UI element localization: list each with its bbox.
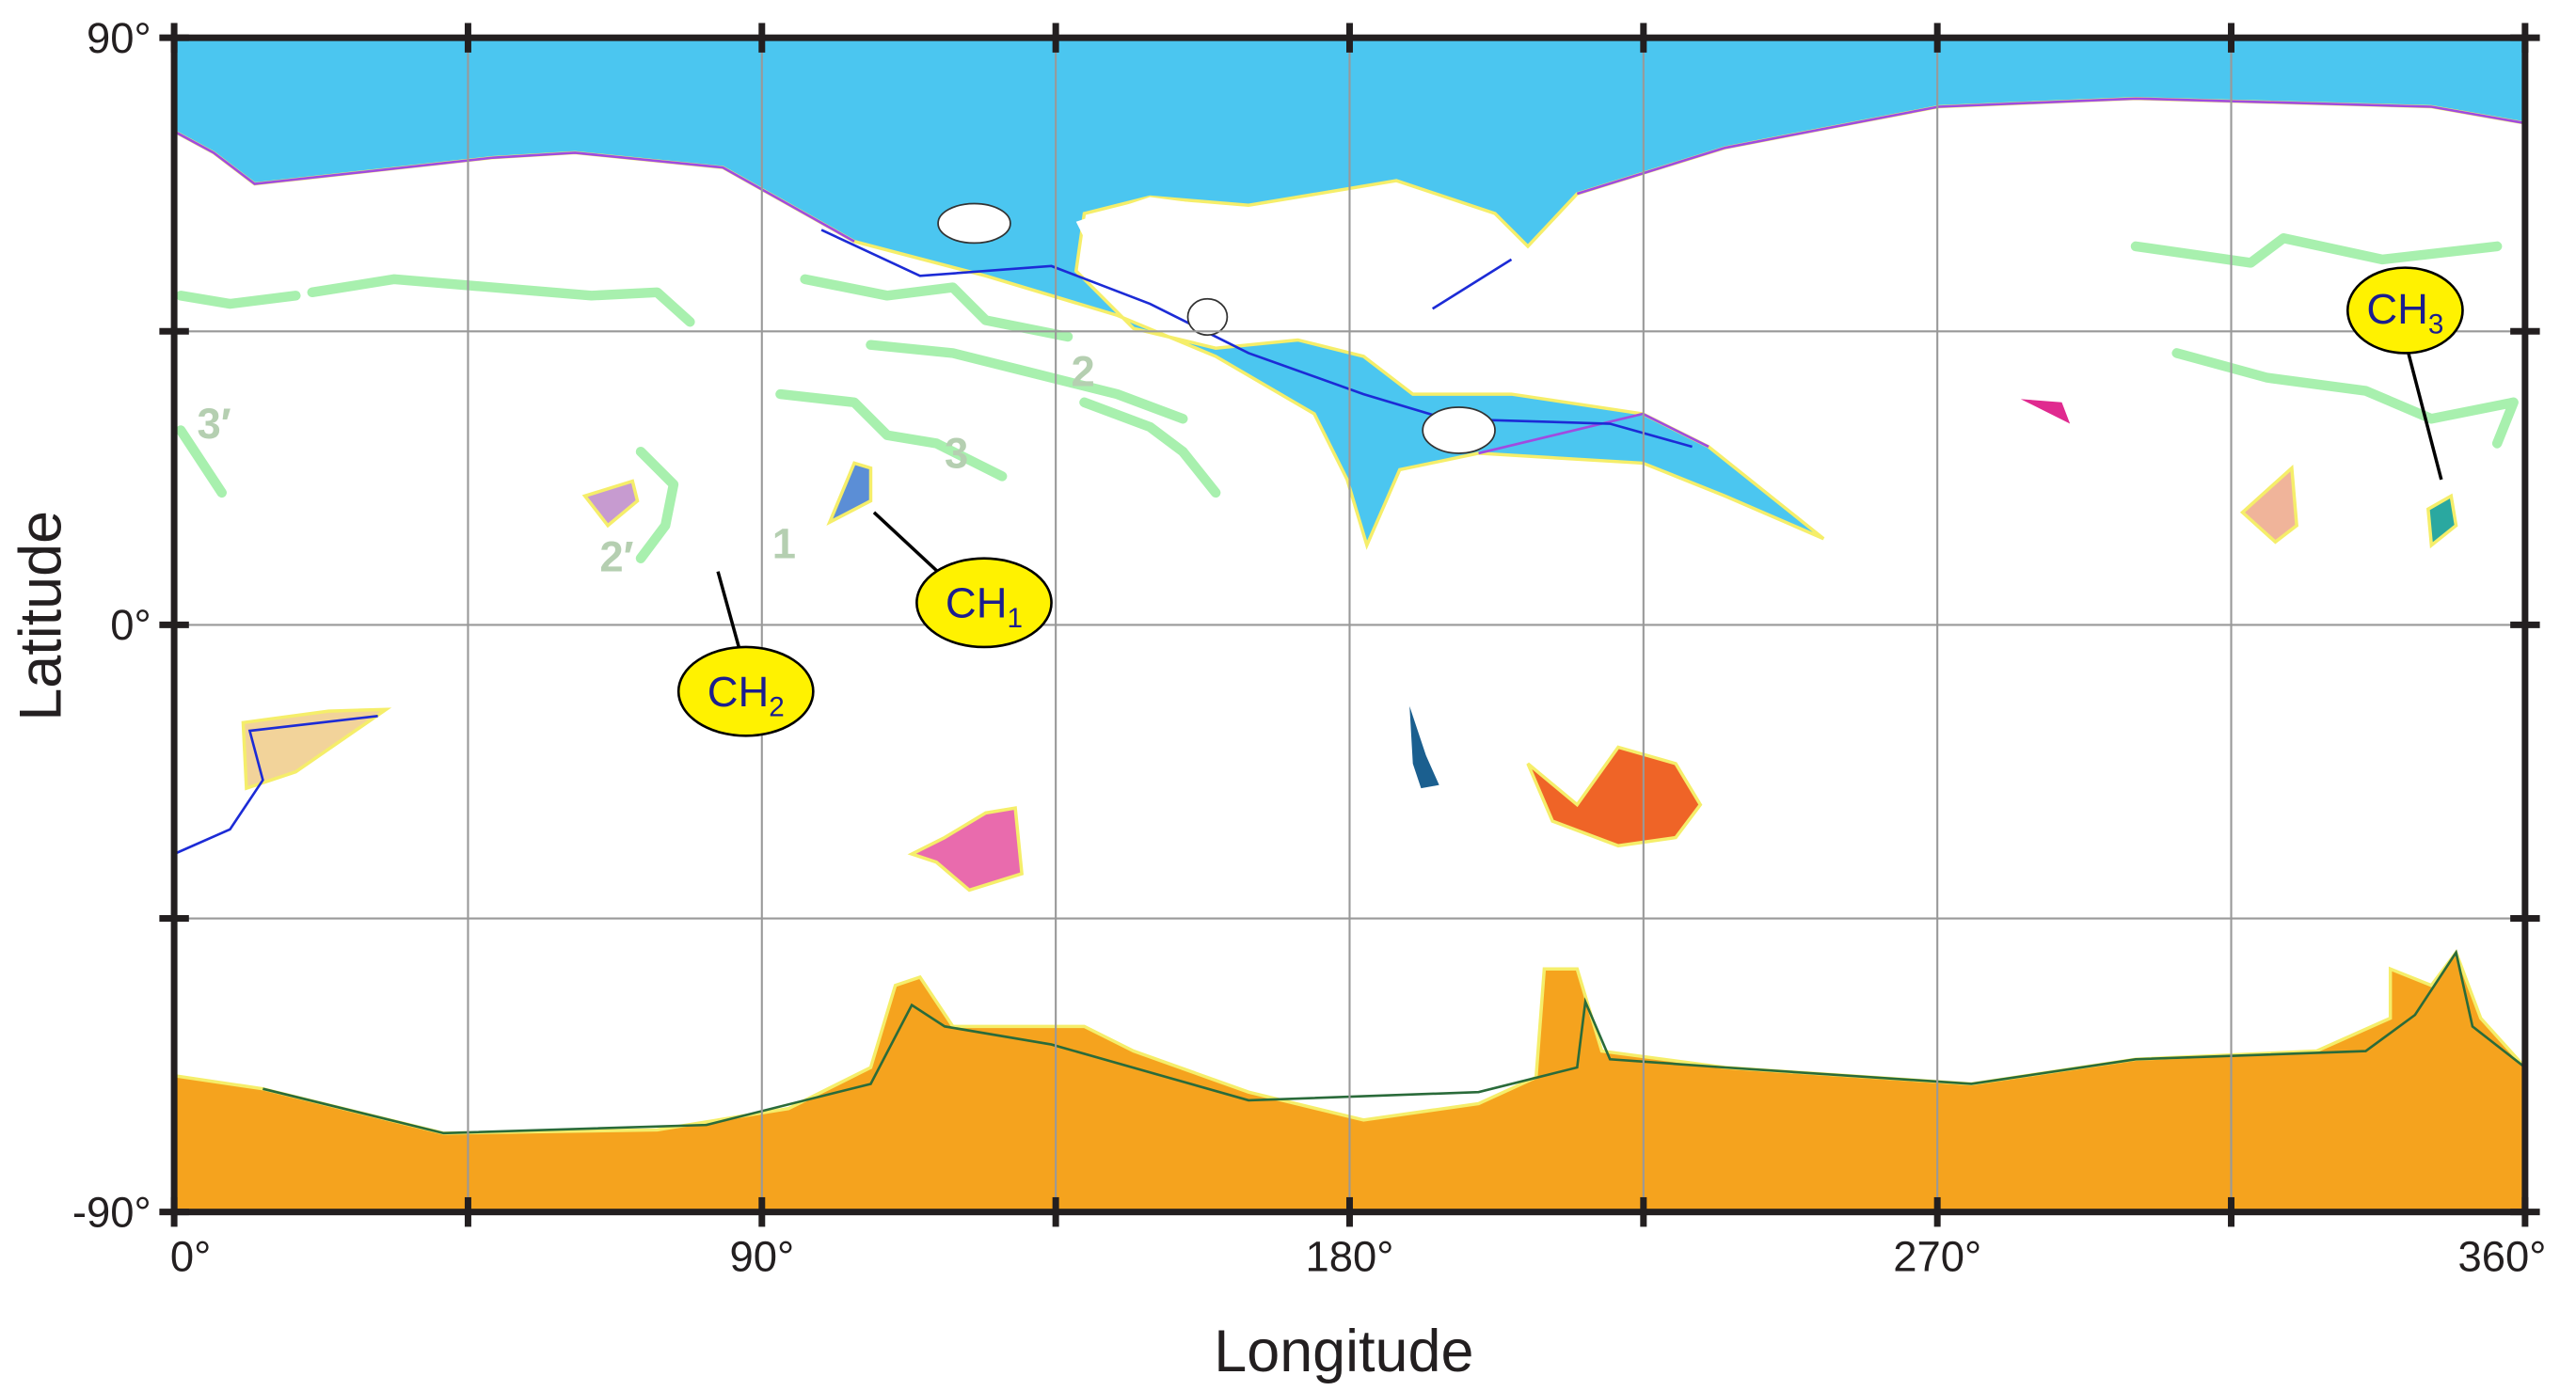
x-axis-title: Longitude [1214, 1319, 1473, 1384]
contour-labels: 1 2 3 2′ 3′ [198, 347, 1095, 580]
y-tick-label: 0° [110, 601, 151, 649]
ticks: 0° 90° 180° 270° 360° -90° 0° 90° [72, 14, 2546, 1281]
callout-subscript: 3 [2428, 308, 2444, 340]
callout-arrow [716, 571, 741, 650]
small-unit [2425, 493, 2458, 549]
north-boundary-inner [820, 229, 1693, 449]
hole [1186, 297, 1229, 337]
callout-subscript: 1 [1007, 603, 1023, 634]
contour-label: 3′ [198, 400, 231, 448]
contour-line [775, 388, 1221, 498]
contour-label: 2′ [599, 533, 633, 581]
contour-label: 2 [1072, 347, 1095, 395]
callout-text: CH [946, 579, 1008, 627]
contour-line [175, 274, 695, 327]
contour-label: 1 [772, 520, 796, 568]
contours [175, 232, 2519, 563]
contour-line [175, 425, 679, 563]
x-tick-label: 0° [170, 1233, 211, 1281]
y-tick-label: 90° [87, 14, 151, 62]
callout-label: CH2 [708, 668, 785, 722]
tan-unit [241, 707, 392, 791]
callout-arrow [2407, 352, 2443, 481]
y-axis-title: Latitude [8, 511, 74, 721]
tan-boundary [173, 715, 378, 856]
small-unit [581, 479, 640, 529]
x-tick-label: 180° [1306, 1233, 1394, 1281]
callout-text: CH [708, 668, 770, 716]
callout-subscript: 2 [769, 691, 785, 722]
contour-line [800, 274, 1188, 424]
small-unit [2020, 399, 2071, 424]
small-unit [2239, 465, 2298, 545]
x-tick-label: 360° [2457, 1233, 2546, 1281]
callout-label: CH3 [2366, 285, 2443, 340]
callout-arrow [872, 511, 946, 579]
x-tick-label: 270° [1893, 1233, 1981, 1281]
y-tick-label: -90° [72, 1188, 151, 1236]
hole [1075, 188, 1496, 288]
grid [173, 37, 2526, 1213]
callout-label: CH1 [946, 579, 1023, 634]
small-unit [826, 461, 873, 527]
callout-bubble [915, 557, 1053, 649]
pink-unit [907, 806, 1025, 893]
south-boundary [262, 949, 2526, 1135]
callout-bubble [2345, 266, 2464, 355]
x-tick-label: 90° [729, 1233, 794, 1281]
hole [1422, 406, 1496, 454]
red-unit [1526, 745, 1703, 848]
hole [937, 202, 1011, 245]
contour-label: 3 [945, 430, 968, 478]
callouts: CH1 CH2 CH3 [676, 266, 2464, 737]
callout-text: CH [2366, 285, 2428, 333]
contour-line [2130, 232, 2519, 449]
callout-bubble [676, 645, 815, 737]
small-unit [1409, 705, 1439, 789]
